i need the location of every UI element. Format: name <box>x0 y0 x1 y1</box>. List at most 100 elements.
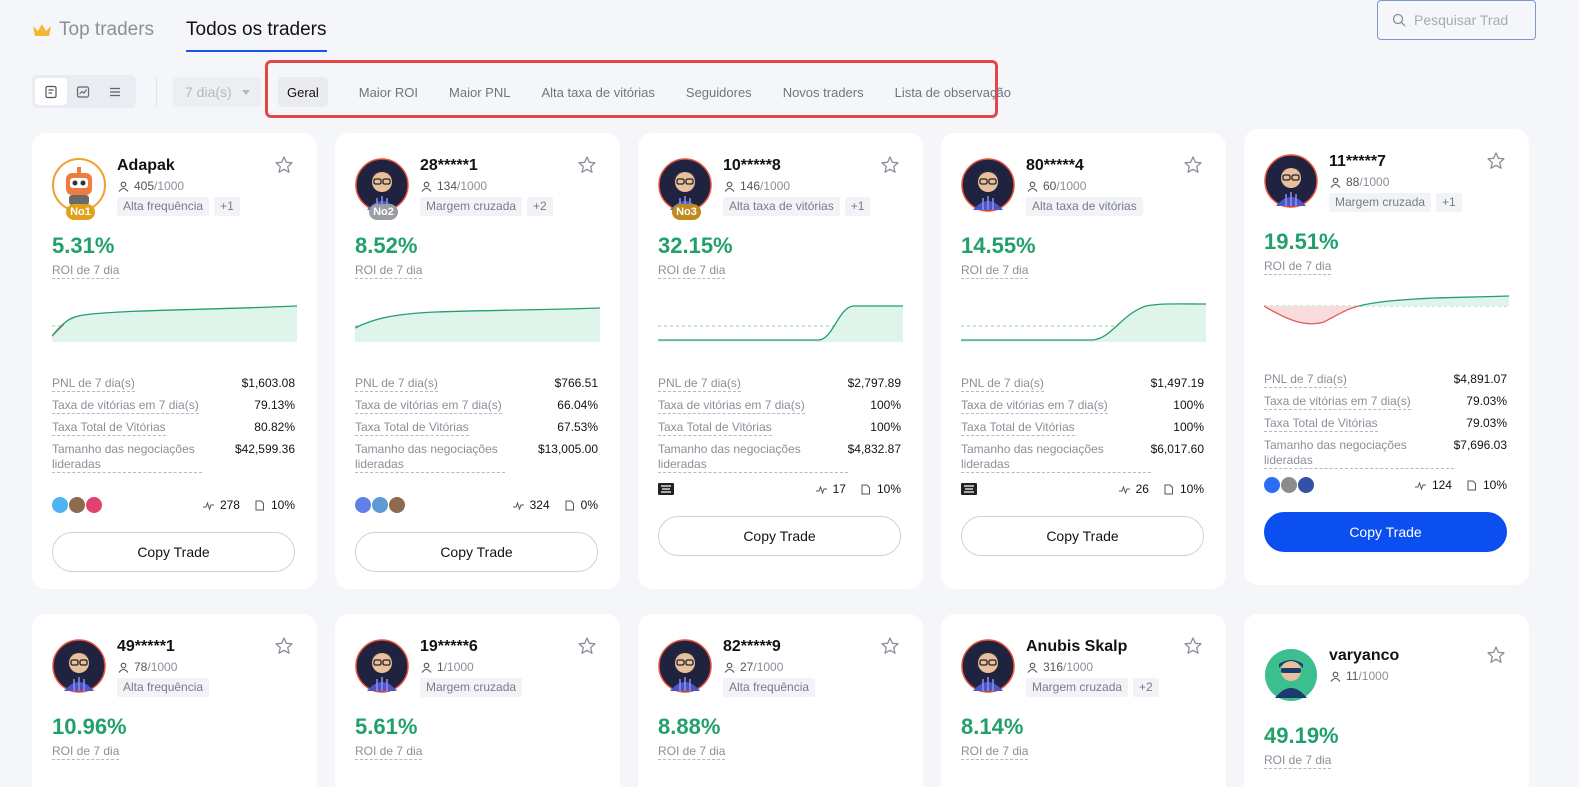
stat-row: Taxa de vitórias em 7 dia(s) 79.13% <box>52 398 295 414</box>
stat-label: Taxa de vitórias em 7 dia(s) <box>961 398 1108 414</box>
stat-value: $4,832.87 <box>847 442 901 456</box>
user-icon <box>118 181 129 192</box>
star-icon[interactable] <box>1183 636 1203 656</box>
coin-icon <box>69 497 85 513</box>
trade-count: 278 <box>219 498 240 512</box>
avatar <box>961 158 1015 212</box>
stat-value: $766.51 <box>554 376 598 390</box>
trader-card[interactable]: varyanco 11/1000 49.19% ROI de 7 dia <box>1244 614 1529 787</box>
toolbar-divider <box>156 76 157 107</box>
tab-top-traders-label: Top traders <box>59 19 155 40</box>
trader-name[interactable]: Anubis Skalp <box>1026 638 1128 655</box>
star-icon[interactable] <box>880 636 900 656</box>
stat-row: Taxa de vitórias em 7 dia(s) 100% <box>658 398 901 414</box>
coin-icon <box>1264 477 1280 493</box>
trader-card[interactable]: 80*****4 60/1000 Alta taxa de vitórias 14.5… <box>941 133 1226 589</box>
coin-icons <box>52 497 103 513</box>
document-icon <box>255 500 264 510</box>
star-icon[interactable] <box>1486 645 1506 665</box>
coin-icon <box>658 483 674 495</box>
coin-icons <box>658 481 675 497</box>
stat-row: PNL de 7 dia(s) $4,891.07 <box>1264 372 1507 388</box>
roi-value: 8.88% <box>658 714 721 739</box>
user-icon <box>1027 662 1038 673</box>
coin-icon <box>961 483 977 495</box>
card-view-button[interactable] <box>35 78 67 105</box>
trader-name[interactable]: 80*****4 <box>1026 157 1084 174</box>
filter-tab-1[interactable]: Maior ROI <box>358 84 419 100</box>
trader-card[interactable]: 19*****6 1/1000 Margem cruzada 5.61% ROI de … <box>335 614 620 787</box>
trader-stats: PNL de 7 dia(s) $2,797.89 Taxa de vitórias… <box>658 376 901 479</box>
star-icon[interactable] <box>880 155 900 175</box>
profit-share: 10% <box>1179 482 1204 496</box>
star-icon[interactable] <box>577 636 597 656</box>
filter-tab-0[interactable]: Geral <box>278 77 328 107</box>
search-icon <box>1392 13 1406 27</box>
card-footer: 124 10% <box>1264 474 1507 496</box>
period-select[interactable]: 7 dia(s) <box>173 77 261 107</box>
star-icon[interactable] <box>1486 151 1506 171</box>
search-input[interactable] <box>1414 12 1524 28</box>
stat-value: $13,005.00 <box>537 442 598 456</box>
trader-tag: Margem cruzada <box>420 197 523 216</box>
tab-top-traders[interactable]: Top traders <box>32 16 154 44</box>
trader-name[interactable]: 28*****1 <box>420 157 478 174</box>
star-icon[interactable] <box>274 155 294 175</box>
trader-card[interactable]: 11*****7 88/1000 Margem cruzada +1 19.51% ROI… <box>1244 129 1529 585</box>
filter-tab-6[interactable]: Lista de observação <box>894 84 1011 100</box>
trader-tag: +2 <box>1133 678 1159 697</box>
trader-card[interactable]: 82*****9 27/1000 Alta frequência 8.88% ROI d… <box>638 614 923 787</box>
stat-value: $2,797.89 <box>847 376 901 390</box>
filter-tab-5[interactable]: Novos traders <box>782 84 864 100</box>
copy-trade-button[interactable]: Copy Trade <box>1264 512 1507 552</box>
copy-trade-button[interactable]: Copy Trade <box>961 516 1204 556</box>
coin-icon <box>389 497 405 513</box>
trader-name[interactable]: 49*****1 <box>117 638 175 655</box>
chart-view-button[interactable] <box>67 78 99 105</box>
trader-name[interactable]: 82*****9 <box>723 638 781 655</box>
stat-row: Taxa Total de Vitórias 67.53% <box>355 420 598 436</box>
card-footer: 17 10% <box>658 478 901 500</box>
star-icon[interactable] <box>274 636 294 656</box>
roi-value: 49.19% <box>1264 723 1339 748</box>
copy-trade-button[interactable]: Copy Trade <box>355 532 598 572</box>
filter-tab-4[interactable]: Seguidores <box>685 84 752 100</box>
stat-label: PNL de 7 dia(s) <box>52 376 135 392</box>
followers-cap: /1000 <box>1063 660 1094 674</box>
stat-row: Taxa de vitórias em 7 dia(s) 100% <box>961 398 1204 414</box>
stat-label: PNL de 7 dia(s) <box>1264 372 1347 388</box>
stat-row: Tamanho das negociações lideradas $7,696.… <box>1264 438 1507 469</box>
roi-value: 32.15% <box>658 233 733 258</box>
trader-card[interactable]: 49*****1 78/1000 Alta frequência 10.96% ROI … <box>32 614 317 787</box>
trader-name[interactable]: Adapak <box>117 157 175 174</box>
search-box[interactable] <box>1377 0 1536 40</box>
list-view-button[interactable] <box>99 78 131 105</box>
filter-tab-2[interactable]: Maior PNL <box>449 84 511 100</box>
trader-tag: +1 <box>1436 193 1462 212</box>
trader-card[interactable]: Anubis Skalp 316/1000 Margem cruzada +2 8.14… <box>941 614 1226 787</box>
trader-name[interactable]: 10*****8 <box>723 157 781 174</box>
rank-badge: No3 <box>672 204 701 220</box>
stat-value: 100% <box>1173 420 1204 434</box>
star-icon[interactable] <box>577 155 597 175</box>
stat-label: Tamanho das negociações lideradas <box>355 442 505 473</box>
trader-card[interactable]: No2 28*****1 134/1000 Margem cruzada +2 8.52%… <box>335 133 620 589</box>
tab-all-traders[interactable]: Todos os traders <box>186 16 327 52</box>
coin-icons <box>355 497 406 513</box>
filter-tab-3[interactable]: Alta taxa de vitórias <box>541 84 655 100</box>
trade-meta: 26 10% <box>1118 482 1204 496</box>
star-icon[interactable] <box>1183 155 1203 175</box>
trader-card[interactable]: No1 Adapak 405/1000 Alta frequência +1 5.31% R… <box>32 133 317 589</box>
stat-value: $4,891.07 <box>1453 372 1507 386</box>
copy-trade-button[interactable]: Copy Trade <box>52 532 295 572</box>
copy-trade-button[interactable]: Copy Trade <box>658 516 901 556</box>
trader-tag: Alta frequência <box>117 678 210 697</box>
coin-icons <box>961 481 978 497</box>
trader-name[interactable]: 11*****7 <box>1329 153 1386 170</box>
roi-value: 8.52% <box>355 233 418 258</box>
trader-card[interactable]: No3 10*****8 146/1000 Alta taxa de vitórias… <box>638 133 923 589</box>
trader-tags: Margem cruzada <box>420 678 527 697</box>
document-icon <box>861 484 870 494</box>
trader-name[interactable]: 19*****6 <box>420 638 478 655</box>
trader-name[interactable]: varyanco <box>1329 647 1400 664</box>
